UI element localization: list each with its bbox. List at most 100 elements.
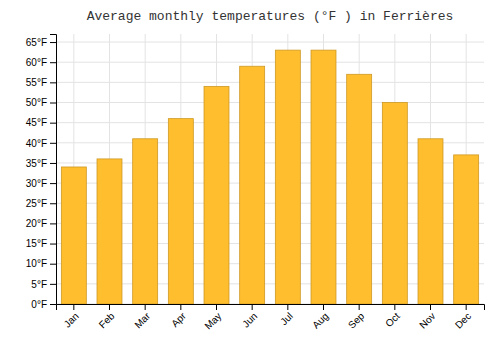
bar	[311, 50, 336, 304]
tick-label: Oct	[383, 310, 402, 329]
bar	[454, 155, 479, 304]
tick-mark	[394, 304, 395, 310]
tick-label: 30°F	[26, 178, 47, 189]
tick: May	[202, 304, 223, 332]
tick: Apr	[169, 304, 188, 329]
tick: Oct	[383, 304, 402, 329]
grid-line	[56, 122, 484, 123]
tick-label: Jun	[240, 310, 259, 329]
bar	[382, 103, 407, 304]
tick-mark	[50, 143, 56, 144]
tick-mark	[50, 82, 56, 83]
y-axis: 0°F 5°F 10°F 15°F 20°F 25°F 30°F 35°F 40°F 45°F 50…	[26, 35, 57, 310]
tick-label: 50°F	[26, 97, 47, 108]
tick: Jun	[240, 304, 259, 330]
tick-mark	[430, 304, 431, 310]
tick-label: 25°F	[26, 198, 47, 209]
tick-label: 10°F	[26, 258, 47, 269]
bar	[168, 119, 193, 304]
tick-mark	[109, 304, 110, 310]
tick-label: Aug	[310, 310, 330, 330]
bar	[204, 86, 229, 304]
tick-label: 60°F	[26, 57, 47, 68]
tick: 40°F	[26, 138, 56, 149]
chart: 0°F 5°F 10°F 15°F 20°F 25°F 30°F 35°F 40°F 45°F 50…	[0, 0, 500, 350]
tick-mark	[50, 62, 56, 63]
tick: Jan	[62, 304, 81, 330]
tick-mark	[50, 264, 56, 265]
tick-mark	[50, 163, 56, 164]
bar	[133, 139, 158, 304]
tick-mark	[359, 304, 360, 310]
tick: Feb	[97, 304, 117, 330]
tick-mark	[323, 304, 324, 310]
tick-mark	[50, 123, 56, 124]
grid-line	[56, 102, 484, 103]
grid-line	[56, 42, 484, 43]
tick-mark	[50, 203, 56, 204]
tick: Jul	[278, 304, 295, 327]
tick-mark	[252, 304, 253, 310]
axis-line	[57, 305, 485, 311]
grid-line	[56, 62, 484, 63]
tick-label: May	[202, 310, 223, 331]
tick-label: 65°F	[26, 37, 47, 48]
bar	[347, 74, 372, 304]
tick: 5°F	[31, 279, 56, 290]
tick: 35°F	[26, 158, 56, 169]
tick-mark	[216, 304, 217, 310]
tick: Dec	[453, 304, 473, 331]
tick-label: 40°F	[26, 138, 47, 149]
tick-label: 5°F	[31, 279, 47, 290]
tick-label: Jul	[278, 310, 295, 327]
tick: 10°F	[26, 258, 56, 269]
tick-mark	[50, 103, 56, 104]
tick: 20°F	[26, 218, 56, 229]
tick-label: Nov	[417, 310, 437, 330]
tick-label: 45°F	[26, 117, 47, 128]
bars	[61, 50, 478, 304]
tick-label: Jan	[62, 310, 81, 329]
tick-mark	[180, 304, 181, 310]
tick-mark	[466, 304, 467, 310]
bar	[275, 50, 300, 304]
tick-label: 35°F	[26, 158, 47, 169]
tick: 30°F	[26, 178, 56, 189]
axis-line	[50, 35, 57, 305]
tick-mark	[50, 244, 56, 245]
tick-label: Sep	[346, 310, 367, 331]
tick: 55°F	[26, 77, 56, 88]
tick-mark	[50, 223, 56, 224]
tick-label: 0°F	[31, 299, 47, 310]
bar	[97, 159, 122, 304]
tick-label: Apr	[169, 310, 188, 329]
tick-mark	[287, 304, 288, 310]
tick: 0°F	[31, 299, 56, 310]
tick: Sep	[346, 304, 367, 331]
tick-label: Mar	[132, 310, 152, 330]
tick: 25°F	[26, 198, 56, 209]
tick: Mar	[132, 304, 152, 330]
tick-label: Feb	[97, 310, 117, 330]
bar	[61, 167, 86, 304]
bar	[418, 139, 443, 304]
x-axis: Jan Feb Mar Apr May Jun Jul Aug Sep Oct Nov Dec	[57, 304, 485, 332]
tick: Aug	[310, 304, 330, 331]
tick: 15°F	[26, 238, 56, 249]
tick: 45°F	[26, 117, 56, 128]
tick: 65°F	[26, 37, 56, 48]
title: Average monthly temperatures (°F ) in Fe…	[87, 9, 454, 24]
tick-label: 15°F	[26, 238, 47, 249]
tick-mark	[50, 183, 56, 184]
grid-line	[56, 82, 484, 83]
bar	[240, 66, 265, 304]
tick-label: 55°F	[26, 77, 47, 88]
tick-mark	[50, 304, 56, 305]
tick: 50°F	[26, 97, 56, 108]
grid	[56, 34, 484, 304]
plot: 0°F 5°F 10°F 15°F 20°F 25°F 30°F 35°F 40°F 45°F 50…	[26, 34, 485, 332]
tick-mark	[50, 42, 56, 43]
tick-mark	[145, 304, 146, 310]
tick-mark	[50, 284, 56, 285]
tick-mark	[73, 304, 74, 310]
